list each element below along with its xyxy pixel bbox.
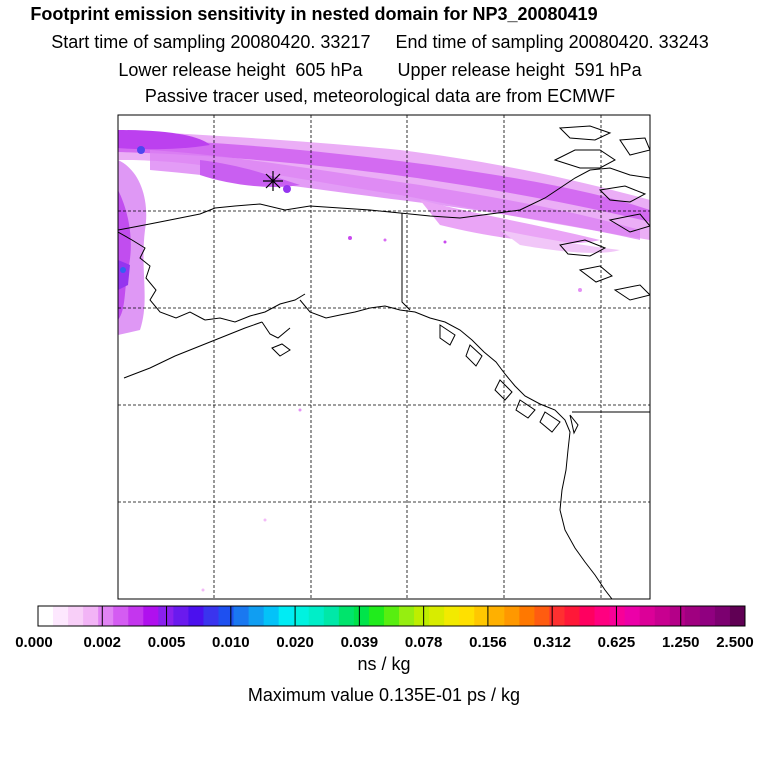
colorbar-swatch bbox=[38, 606, 54, 626]
colorbar-swatch bbox=[534, 606, 550, 626]
upper-release-height: Upper release height 591 hPa bbox=[397, 60, 642, 80]
colorbar-swatch bbox=[383, 606, 400, 626]
colorbar-tick-label: 1.250 bbox=[662, 634, 700, 651]
colorbar-swatch bbox=[218, 606, 235, 626]
colorbar-swatch bbox=[444, 606, 460, 626]
sampling-times: Start time of sampling 20080420. 33217 E… bbox=[0, 32, 764, 53]
colorbar-units: ns / kg bbox=[357, 654, 411, 674]
colorbar-swatch bbox=[203, 606, 220, 626]
colorbar-swatch bbox=[579, 606, 596, 626]
colorbar-swatch bbox=[699, 606, 716, 626]
colorbar-swatch bbox=[233, 606, 250, 626]
colorbar-tick-label: 0.002 bbox=[83, 634, 121, 651]
colorbar-tick-label: 0.312 bbox=[533, 634, 571, 651]
tracer-note: Passive tracer used, meteorological data… bbox=[144, 86, 616, 106]
lower-release-height: Lower release height 605 hPa bbox=[118, 60, 363, 80]
end-time: End time of sampling 20080420. 33243 bbox=[395, 32, 709, 52]
colorbar-swatch bbox=[459, 606, 475, 626]
colorbar-swatch bbox=[248, 606, 265, 626]
colorbar-swatch bbox=[489, 606, 505, 626]
colorbar-swatch bbox=[353, 606, 370, 626]
footprint-map bbox=[117, 114, 651, 600]
colorbar-frame bbox=[37, 605, 746, 627]
colorbar-swatch bbox=[143, 606, 159, 626]
graticule bbox=[118, 115, 650, 599]
maximum-value: Maximum value 0.135E-01 ps / kg bbox=[247, 685, 521, 705]
colorbar-swatch bbox=[53, 606, 69, 626]
colorbar: 0.000 0.002 0.005 0.010 0.020 0.039 0.078 0.156… bbox=[15, 605, 754, 651]
colorbar-tick-label: 0.010 bbox=[212, 634, 250, 651]
colorbar-swatch bbox=[624, 606, 641, 626]
colorbar-tick-label: 0.020 bbox=[276, 634, 314, 651]
colorbar-swatch bbox=[68, 606, 84, 626]
colorbar-tick-label: 0.156 bbox=[469, 634, 507, 651]
colorbar-tick-label: 0.005 bbox=[148, 634, 186, 651]
colorbar-tick-label: 2.500 bbox=[716, 634, 754, 651]
colorbar-swatch bbox=[293, 606, 310, 626]
release-marker bbox=[263, 171, 283, 191]
colorbar-swatch bbox=[338, 606, 355, 626]
colorbar-swatch bbox=[98, 606, 114, 626]
release-heights: Lower release height 605 hPa Upper relea… bbox=[0, 60, 764, 81]
plot-title: Footprint emission sensitivity in nested… bbox=[30, 4, 598, 24]
colorbar-swatch bbox=[323, 606, 340, 626]
colorbar-swatch bbox=[639, 606, 656, 626]
colorbar-swatch bbox=[368, 606, 385, 626]
colorbar-swatch bbox=[594, 606, 611, 626]
colorbar-swatch bbox=[173, 606, 189, 626]
colorbar-tick-label: 0.078 bbox=[405, 634, 443, 651]
colorbar-swatch bbox=[128, 606, 144, 626]
colorbar-swatch bbox=[549, 606, 565, 626]
colorbar-swatch bbox=[83, 606, 99, 626]
colorbar-swatch bbox=[609, 606, 626, 626]
colorbar-swatch bbox=[308, 606, 325, 626]
colorbar-swatch bbox=[399, 606, 415, 626]
colorbar-swatch bbox=[263, 606, 280, 626]
colorbar-swatch bbox=[684, 606, 701, 626]
map-frame bbox=[117, 114, 651, 600]
colorbar-swatch bbox=[729, 606, 746, 626]
colorbar-swatch bbox=[414, 606, 430, 626]
colorbar-labels: 0.000 0.002 0.005 0.010 0.020 0.039 0.078 0.156… bbox=[15, 634, 754, 651]
colorbar-swatch bbox=[278, 606, 295, 626]
colorbar-swatch bbox=[474, 606, 490, 626]
colorbar-swatch bbox=[669, 606, 686, 626]
colorbar-swatch bbox=[654, 606, 671, 626]
colorbar-tick-label: 0.625 bbox=[598, 634, 636, 651]
colorbar-swatch bbox=[714, 606, 731, 626]
colorbar-swatch bbox=[113, 606, 129, 626]
colorbar-tick-label: 0.000 bbox=[15, 634, 53, 651]
colorbar-swatch bbox=[564, 606, 581, 626]
colorbar-swatch bbox=[429, 606, 445, 626]
colorbar-tick-label: 0.039 bbox=[341, 634, 379, 651]
colorbar-swatch bbox=[519, 606, 535, 626]
colorbar-swatch bbox=[188, 606, 204, 626]
colorbar-swatches bbox=[37, 605, 746, 627]
start-time: Start time of sampling 20080420. 33217 bbox=[51, 32, 371, 52]
colorbar-swatch bbox=[504, 606, 520, 626]
